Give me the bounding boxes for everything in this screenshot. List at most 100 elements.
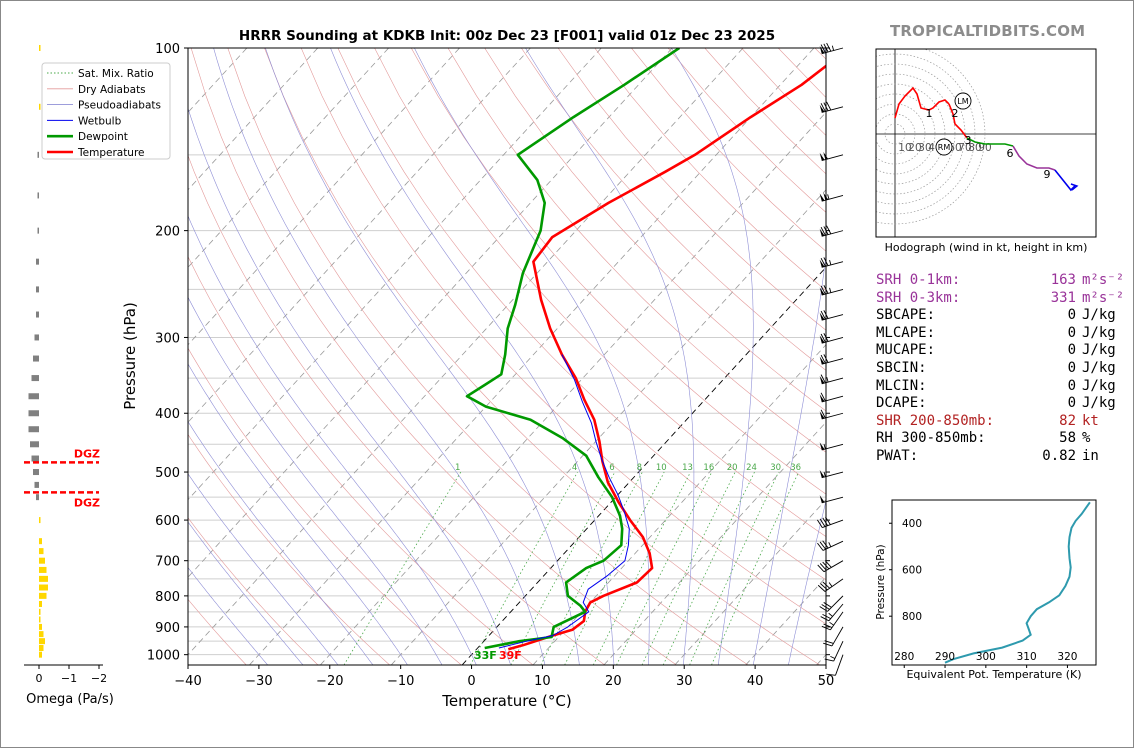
theta-e-xlabel: Equivalent Pot. Temperature (K)	[906, 668, 1081, 681]
y-tick-label: 800	[155, 590, 180, 605]
wind-barb	[820, 603, 844, 622]
hodo-ring-label: 10	[898, 142, 911, 154]
wind-barb	[817, 540, 844, 551]
omega-bar	[36, 311, 39, 318]
hodo-ring	[876, 93, 936, 175]
mixing-ratio-label: 8	[637, 463, 642, 473]
stat-value: 0	[1067, 359, 1076, 376]
dgz-label: DGZ	[74, 496, 100, 509]
series-wetbulb	[498, 354, 630, 649]
y-tick-label: 900	[155, 621, 180, 636]
omega-bar	[39, 538, 42, 545]
wind-barb	[819, 409, 844, 420]
hodo-ring	[876, 49, 986, 225]
wind-barb	[819, 257, 844, 268]
mixing-ratio-line	[711, 471, 799, 665]
x-tick-label: 0	[467, 674, 475, 689]
dry-adiabat	[337, 48, 826, 581]
omega-bar	[37, 227, 39, 234]
dry-adiabat	[227, 48, 749, 665]
mixing-ratio-line	[564, 471, 665, 665]
mixing-ratio-line	[510, 471, 616, 665]
hodo-ring	[876, 73, 956, 195]
omega-bar	[36, 494, 39, 501]
dry-adiabat	[188, 517, 319, 665]
omega-bar	[30, 441, 39, 448]
stat-label: MUCAPE:	[876, 342, 936, 359]
stat-label: SRH 0-1km:	[876, 272, 961, 288]
surface-temperature-label: 39F	[499, 649, 522, 662]
wind-barb	[819, 374, 844, 385]
x-tick-label: 10	[534, 674, 551, 689]
te-x-tick-label: 290	[935, 651, 955, 663]
omega-bar	[31, 455, 39, 462]
wind-barb	[819, 42, 844, 55]
stat-row: SRH 0-1km: 163 m²s⁻²	[876, 272, 1124, 290]
omega-bar	[37, 192, 39, 199]
storm-motion-label: LM	[957, 97, 968, 106]
stat-label: PWAT:	[876, 447, 919, 464]
wind-barb	[819, 310, 844, 321]
storm-motion-label: RM	[938, 143, 951, 152]
isotherm	[390, 189, 826, 665]
stat-label: DCAPE:	[876, 395, 927, 412]
legend-entry: Wetbulb	[78, 115, 122, 127]
stat-unit: J/kg	[1082, 342, 1116, 359]
stat-row: SBCIN: 0 J/kg	[876, 360, 1124, 378]
dry-adiabat	[264, 48, 820, 665]
stat-label: SRH 0-3km:	[876, 289, 961, 306]
dry-adiabat	[521, 48, 826, 371]
stat-row: MLCIN: 0 J/kg	[876, 378, 1124, 396]
omega-bar	[39, 616, 41, 623]
stat-value: 0.82	[1042, 447, 1076, 464]
wind-barb	[816, 516, 844, 529]
hodo-ring	[876, 103, 926, 165]
dry-adiabat	[447, 48, 826, 453]
pseudoadiabat	[188, 296, 443, 665]
pseudoadiabat	[671, 48, 754, 665]
pseudoadiabat	[188, 521, 304, 665]
wind-barb	[823, 626, 844, 647]
dgz-label: DGZ	[74, 447, 100, 460]
mixing-ratio-line	[662, 471, 755, 665]
wind-barb	[819, 392, 844, 403]
pseudoadiabat	[752, 48, 826, 665]
pseudoadiabat	[414, 48, 650, 665]
mixing-ratio-line	[616, 471, 713, 665]
omega-bar	[39, 600, 42, 607]
mixing-ratio-label: 13	[682, 463, 693, 473]
x-tick-label: −30	[245, 674, 272, 689]
wind-barb	[819, 354, 844, 365]
stat-row: PWAT: 0.82 in	[876, 448, 1124, 466]
omega-bar	[34, 334, 39, 341]
series-dewpoint	[465, 48, 681, 650]
wind-barb	[819, 225, 844, 237]
brand-logo: TROPICALTIDBITS.COM	[890, 22, 1086, 40]
skewt-ylabel: Pressure (hPa)	[121, 302, 139, 410]
stat-label: SBCAPE:	[876, 307, 936, 324]
hodograph-label: Hodograph (wind in kt, height in km)	[885, 241, 1088, 254]
wind-barb	[817, 560, 844, 573]
omega-bar	[28, 410, 39, 417]
y-tick-label: 300	[155, 331, 180, 346]
omega-bar	[39, 623, 42, 630]
wind-barb	[819, 151, 844, 161]
te-x-tick-label: 280	[894, 651, 914, 663]
te-x-tick-label: 310	[1017, 651, 1037, 663]
stat-unit: J/kg	[1082, 307, 1116, 324]
hodo-ring-label: 30	[918, 142, 931, 154]
hodo-series	[966, 137, 1014, 147]
mixing-ratio-label: 20	[727, 463, 738, 473]
legend: Sat. Mix. Ratio Dry Adiabats Pseudoadiabat…	[41, 62, 171, 160]
storm-motion-marker	[935, 138, 953, 156]
wind-barb	[819, 192, 844, 202]
stat-value: 0	[1067, 395, 1076, 412]
x-tick-label: 40	[747, 674, 764, 689]
omega-tick-label: −2	[91, 672, 107, 685]
omega-bar	[36, 286, 39, 293]
theta-e-frame	[891, 499, 1097, 666]
wind-barb	[817, 578, 844, 592]
omega-bar	[28, 393, 39, 400]
stat-unit: m²s⁻²	[1082, 272, 1125, 288]
